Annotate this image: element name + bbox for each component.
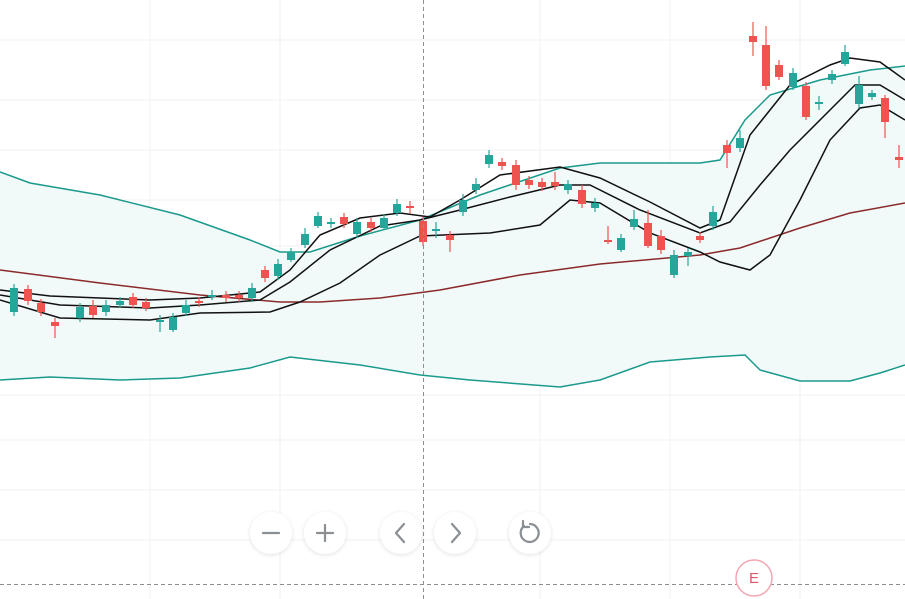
zoom-out-button[interactable] (250, 512, 292, 554)
button-bg[interactable] (434, 512, 476, 554)
zoom-in-button[interactable] (304, 512, 346, 554)
marker-circle[interactable] (735, 559, 773, 597)
chevron-right-icon (450, 522, 462, 544)
earnings-marker[interactable]: E (735, 559, 773, 597)
reset-icon (519, 519, 540, 544)
marker-label: E (749, 570, 759, 587)
scroll-right-button[interactable] (434, 512, 476, 554)
bollinger-lower (0, 354, 905, 388)
envelope-lower (0, 104, 905, 321)
bollinger-upper (0, 65, 905, 253)
plus-icon (315, 523, 335, 543)
envelope-middle (0, 84, 905, 309)
chevron-left-icon (394, 522, 406, 544)
reset-button[interactable] (509, 512, 551, 554)
green-candle-bodies (10, 52, 876, 330)
button-bg[interactable] (509, 512, 551, 554)
button-bg[interactable] (380, 512, 422, 554)
bollinger-band-fill (0, 66, 905, 387)
scroll-left-button[interactable] (380, 512, 422, 554)
